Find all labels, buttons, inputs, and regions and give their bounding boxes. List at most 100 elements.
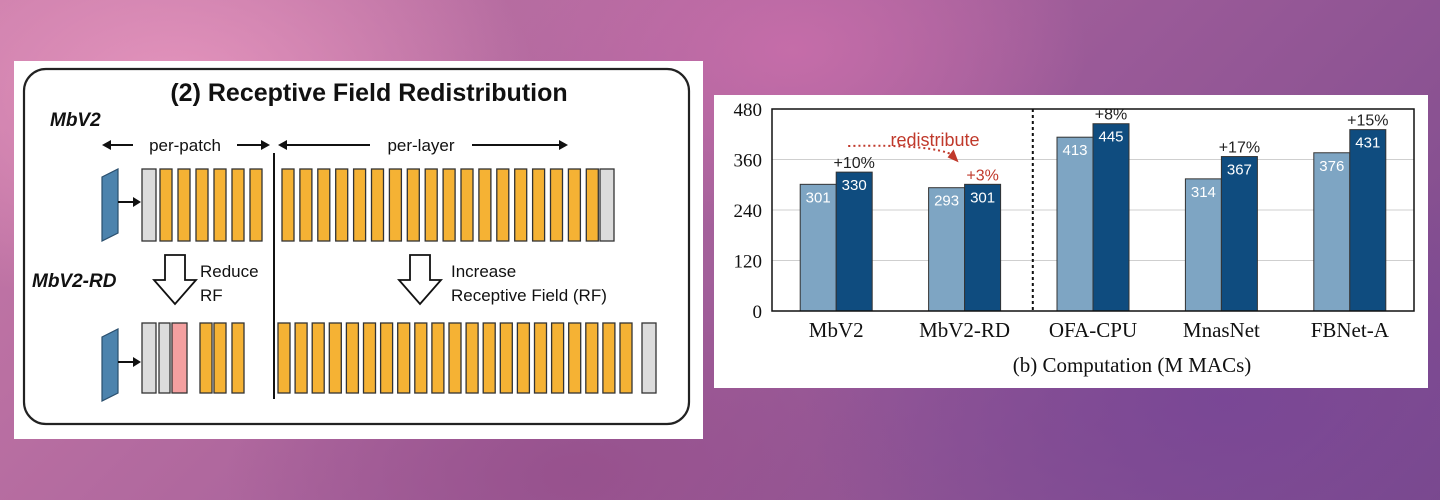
bar-series-2	[1220, 156, 1258, 312]
layer-block	[482, 322, 496, 394]
redistribute-annotation: redistribute	[890, 130, 979, 150]
increase-down-arrow	[397, 254, 443, 306]
bar-value-label: 367	[1227, 162, 1252, 179]
x-axis-categories: MbV2 MbV2-RD OFA-CPU MnasNet FBNet-A	[809, 318, 1390, 342]
layer-block	[397, 322, 411, 394]
layer-block	[516, 322, 531, 394]
reduce-down-arrow	[152, 254, 198, 306]
bar-value-label: 445	[1098, 129, 1123, 146]
layer-block	[499, 322, 513, 394]
bar-value-label: 413	[1062, 142, 1087, 159]
per-patch-arrow	[102, 140, 270, 150]
y-tick-label: 120	[734, 252, 763, 273]
layer-block	[379, 322, 394, 394]
layer-block	[478, 168, 492, 242]
layer-block	[345, 322, 360, 394]
computation-chart: 301 330 +10% 293 301 +3% 413 445 +8% 314 367 +17% 37…	[714, 95, 1428, 388]
layer-block	[619, 322, 633, 394]
y-axis-ticks: 0 120 240 360 480	[734, 100, 763, 323]
layer-block	[317, 168, 331, 242]
layer-block	[602, 322, 616, 394]
y-tick-label: 240	[734, 201, 763, 222]
layer-block	[352, 168, 367, 242]
y-tick-label: 480	[734, 100, 763, 121]
layer-block	[249, 168, 263, 242]
layer-block	[414, 322, 428, 394]
layer-block	[388, 168, 403, 242]
bar-series-1	[1184, 178, 1222, 312]
layer-block	[550, 322, 565, 394]
layer-block	[294, 322, 308, 394]
receptive-field-diagram: (2) Receptive Field Redistribution MbV2 …	[14, 61, 703, 439]
chart-bars: 301 330 +10% 293 301 +3% 413 445 +8% 314 367 +17% 37…	[799, 107, 1388, 312]
layer-block	[311, 322, 325, 394]
y-tick-label: 360	[734, 151, 763, 172]
layer-block	[281, 168, 295, 242]
layer-block	[199, 322, 213, 394]
bar-series-1	[1313, 152, 1351, 312]
x-category-label: FBNet-A	[1311, 318, 1390, 342]
layer-block	[567, 168, 582, 242]
diagram-svg: (2) Receptive Field Redistribution MbV2 …	[22, 67, 691, 426]
per-layer-arrow	[278, 140, 568, 150]
end-layer-block	[599, 168, 615, 242]
per-layer-label: per-layer	[387, 136, 454, 155]
plot-frame	[771, 108, 1415, 312]
layer-block	[362, 322, 377, 394]
bottom-model-label: MbV2-RD	[32, 271, 117, 292]
increase-label-line1: Increase	[451, 262, 516, 281]
layer-block	[431, 322, 445, 394]
layer-block	[448, 322, 462, 394]
layer-block	[299, 168, 313, 242]
layer-block	[177, 168, 191, 242]
reduced-rf-layer-block	[171, 322, 188, 394]
end-layer-block	[141, 322, 157, 394]
chart-svg: 301 330 +10% 293 301 +3% 413 445 +8% 314 367 +17% 37…	[734, 100, 1415, 377]
bar-value-label: 330	[842, 177, 867, 194]
increase-percent-label: +17%	[1219, 140, 1260, 157]
bar-series-2	[1092, 123, 1130, 312]
x-category-label: OFA-CPU	[1049, 318, 1137, 342]
layer-block	[277, 322, 291, 394]
layer-block	[231, 168, 245, 242]
layer-block	[496, 168, 510, 242]
increase-percent-label: +3%	[966, 167, 998, 184]
bar-value-label: 293	[934, 193, 959, 210]
layer-block	[195, 168, 209, 242]
x-category-label: MbV2	[809, 318, 864, 342]
layer-block	[585, 322, 599, 394]
x-axis-label: (b) Computation (M MACs)	[1013, 353, 1252, 377]
redistribute-arrowhead	[947, 149, 959, 163]
bar-series-2	[1349, 129, 1387, 312]
increase-percent-label: +15%	[1347, 113, 1388, 130]
x-category-label: MnasNet	[1183, 318, 1260, 342]
input-block-top	[101, 168, 141, 242]
layer-block	[442, 168, 456, 242]
end-layer-block	[641, 322, 657, 394]
layer-block	[514, 168, 528, 242]
layer-block	[335, 168, 349, 242]
top-layer-row	[141, 168, 615, 242]
layer-block	[424, 168, 438, 242]
diagram-title: (2) Receptive Field Redistribution	[170, 79, 567, 107]
bar-series-2	[835, 171, 873, 312]
reduce-label-line2: RF	[200, 286, 223, 305]
layer-block	[460, 168, 474, 242]
per-patch-label: per-patch	[149, 136, 221, 155]
bar-value-label: 431	[1355, 135, 1380, 152]
bottom-layer-row	[141, 322, 657, 394]
bar-value-label: 376	[1319, 158, 1344, 175]
y-tick-label: 0	[753, 302, 763, 323]
layer-block	[533, 322, 548, 394]
reduce-label-line1: Reduce	[200, 262, 259, 281]
layer-block	[231, 322, 245, 394]
layer-block	[465, 322, 479, 394]
layer-block	[213, 168, 227, 242]
layer-block	[370, 168, 385, 242]
bar-value-label: 301	[806, 189, 831, 206]
top-model-label: MbV2	[50, 110, 101, 131]
increase-percent-label: +8%	[1095, 107, 1127, 124]
bar-value-label: 301	[970, 189, 995, 206]
end-layer-block	[141, 168, 157, 242]
redistribute-arrow	[848, 144, 955, 157]
